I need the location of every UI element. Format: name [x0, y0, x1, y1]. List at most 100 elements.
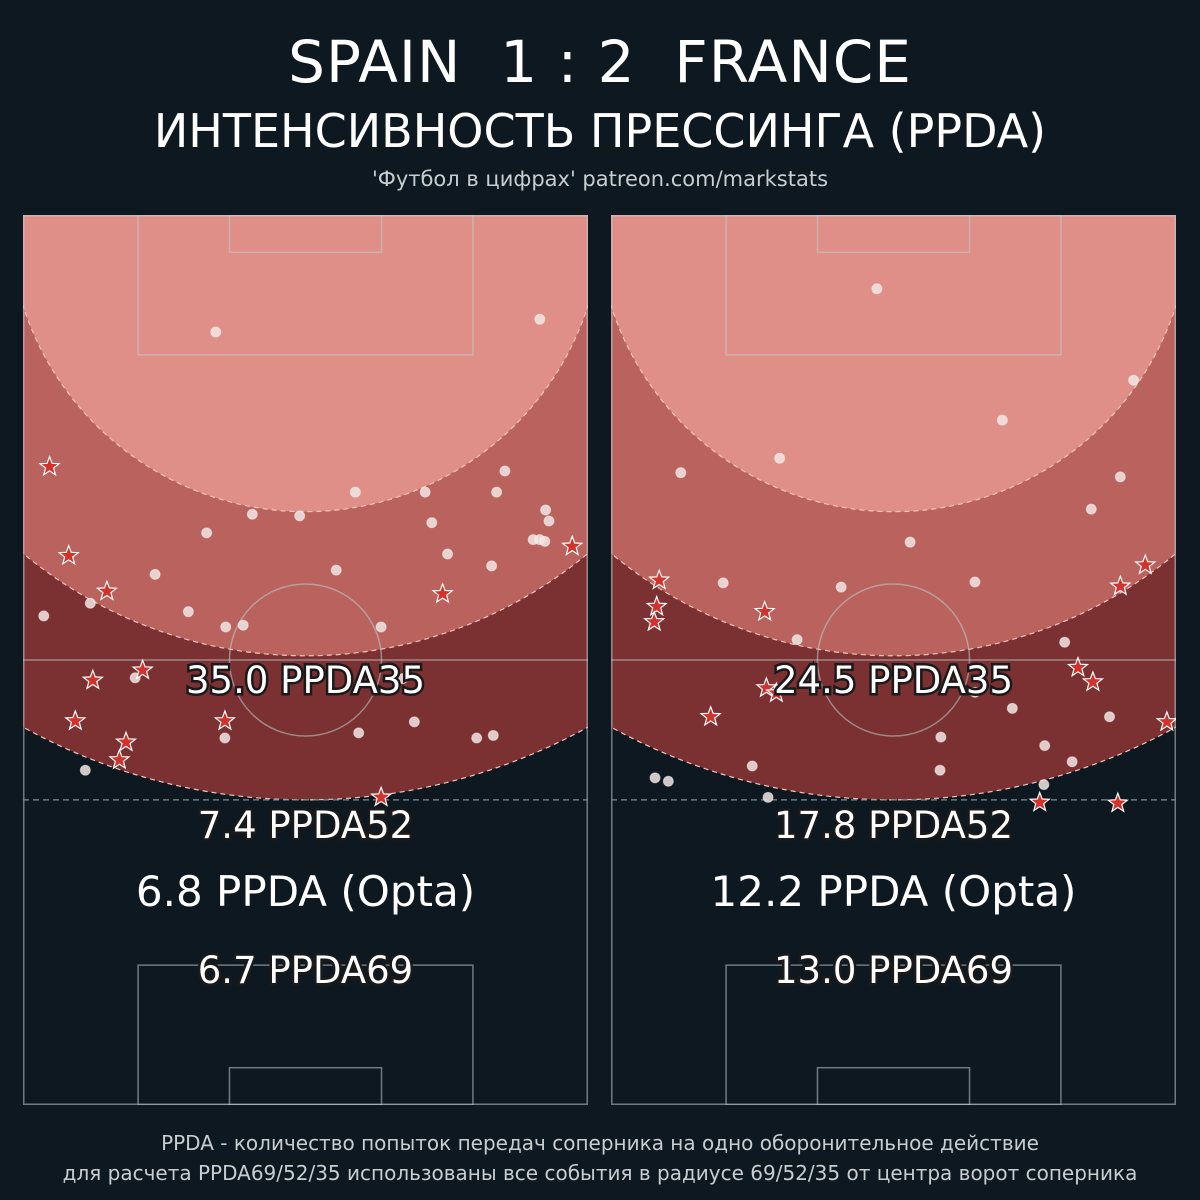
pass-point: [38, 610, 50, 622]
pass-point: [1104, 711, 1116, 723]
center-circle: [228, 583, 383, 737]
defensive-action-star: [64, 709, 87, 731]
pass-point: [1039, 740, 1051, 752]
pass-point: [201, 527, 213, 539]
defensive-action-star: [431, 582, 454, 604]
defensive-action-star: [1081, 670, 1105, 692]
center-circle: [816, 583, 971, 737]
goal-area-top: [228, 215, 383, 254]
defensive-action-star: [95, 579, 119, 601]
pass-point: [375, 621, 387, 633]
pass-point: [220, 621, 232, 633]
zones: [611, 215, 1176, 801]
defensive-action-star: [1028, 790, 1051, 812]
defensive-action-star: [57, 544, 80, 566]
pass-point: [330, 564, 342, 576]
pass-point: [353, 727, 365, 739]
pass-point: [871, 283, 883, 295]
pass-point: [246, 508, 258, 520]
pitch-svg: [611, 215, 1176, 1105]
zone-35: [611, 215, 1176, 513]
pass-point: [349, 486, 361, 498]
defensive-action-star: [1155, 710, 1176, 732]
pass-point: [486, 560, 498, 572]
pass-point: [149, 568, 161, 580]
defensive-action-star: [1066, 655, 1090, 678]
penalty-area-bottom: [137, 964, 474, 1105]
pass-point: [534, 313, 546, 325]
pass-point: [774, 452, 786, 464]
penalty-area-top: [725, 215, 1062, 356]
pass-point: [717, 577, 729, 589]
pass-point: [397, 673, 409, 685]
pass-point: [84, 597, 96, 609]
ppda52-label: 7.4 PPDA52: [195, 802, 415, 850]
pass-point: [539, 535, 551, 547]
pass-point: [996, 414, 1008, 426]
ppda35-label: 35.0 PPDA35: [183, 657, 427, 705]
penalty-area-bottom: [725, 964, 1062, 1105]
match-title: SPAIN 1 : 2 FRANCE: [288, 28, 912, 96]
goal-area-top: [816, 215, 971, 254]
pass-point: [904, 536, 916, 548]
pitch-spain: 35.0 PPDA35 7.4 PPDA52 6.7 PPDA69 6.8 PP…: [23, 215, 588, 1105]
ppda69-label: 13.0 PPDA69: [771, 947, 1015, 995]
pass-point: [762, 791, 774, 803]
pass-point: [746, 760, 758, 772]
pass-point: [1085, 503, 1097, 515]
pass-point: [791, 634, 803, 646]
opta-ppda-label: 12.2 PPDA (Opta): [710, 867, 1077, 916]
defensive-action-star: [645, 594, 668, 617]
defensive-action-star: [108, 748, 131, 770]
pass-point: [471, 732, 483, 744]
pass-point: [969, 686, 981, 698]
credit-text: 'Футбол в цифрах' patreon.com/markstats: [371, 167, 829, 191]
pass-point: [835, 581, 847, 593]
defensive-action-star: [648, 568, 671, 590]
pass-point: [1006, 702, 1018, 714]
defensive-action-star: [643, 610, 666, 632]
pitch-svg: [23, 215, 588, 1105]
goal-area-bottom: [228, 1066, 383, 1105]
defensive-action-star: [755, 676, 778, 698]
defensive-action-star: [1109, 574, 1132, 596]
defensive-action-star: [1134, 553, 1157, 575]
pass-point: [935, 731, 947, 743]
pass-point: [1059, 636, 1071, 648]
zone-35: [23, 215, 588, 513]
opta-ppda-label: 6.8 PPDA (Opta): [135, 867, 476, 916]
zones: [23, 215, 588, 801]
pass-point: [219, 732, 231, 744]
defensive-action-star: [1106, 791, 1129, 813]
defensive-action-star: [81, 668, 104, 690]
pass-point: [487, 729, 499, 741]
defensive-action-star: [753, 600, 776, 622]
pass-point: [1128, 374, 1140, 386]
goal-area-bottom: [816, 1066, 971, 1105]
footer-method: для расчета PPDA69/52/35 использованы вс…: [62, 1161, 1138, 1185]
pass-point: [491, 486, 503, 498]
pitch-france: 24.5 PPDA35 17.8 PPDA52 13.0 PPDA69 12.2…: [611, 215, 1176, 1105]
pass-point: [1114, 471, 1126, 483]
chart-subtitle: ИНТЕНСИВНОСТЬ ПРЕССИНГА (PPDA): [153, 104, 1047, 158]
defensive-action-star: [38, 455, 61, 477]
pass-point: [79, 764, 91, 776]
pass-point: [408, 716, 420, 728]
defensive-action-star: [131, 658, 154, 680]
penalty-area-top: [137, 215, 474, 356]
ppda52-label: 17.8 PPDA52: [771, 802, 1015, 850]
pass-point: [499, 465, 511, 477]
defensive-action-star: [114, 730, 138, 752]
pass-point: [237, 619, 249, 631]
pass-point: [182, 606, 194, 618]
ppda69-label: 6.7 PPDA69: [195, 947, 415, 995]
footer-definition: PPDA - количество попыток передач соперн…: [161, 1131, 1039, 1155]
pass-point: [426, 517, 438, 529]
pass-point: [969, 576, 981, 588]
pass-point: [419, 486, 431, 498]
defensive-action-star: [561, 534, 584, 556]
pass-point: [649, 772, 661, 784]
pass-point: [210, 326, 222, 338]
pass-point: [934, 764, 946, 776]
pass-point: [662, 775, 674, 787]
